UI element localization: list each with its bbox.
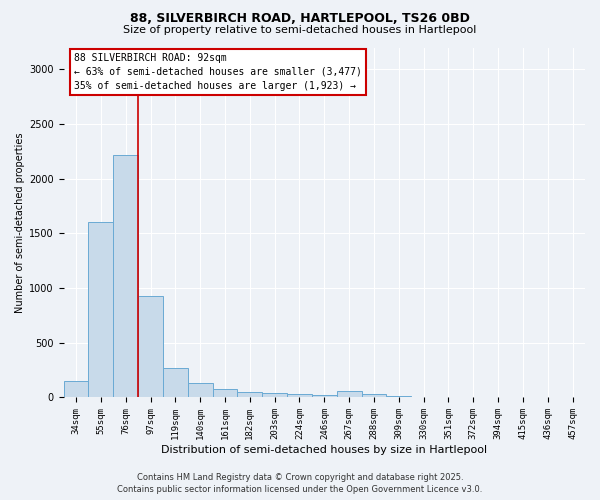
Bar — [88, 222, 113, 398]
Bar — [238, 392, 262, 398]
Bar — [362, 394, 386, 398]
Bar — [113, 154, 138, 398]
Text: 88 SILVERBIRCH ROAD: 92sqm
← 63% of semi-detached houses are smaller (3,477)
35%: 88 SILVERBIRCH ROAD: 92sqm ← 63% of semi… — [74, 52, 362, 90]
Text: 88, SILVERBIRCH ROAD, HARTLEPOOL, TS26 0BD: 88, SILVERBIRCH ROAD, HARTLEPOOL, TS26 0… — [130, 12, 470, 26]
Bar — [64, 380, 88, 398]
Bar — [337, 392, 362, 398]
Text: Contains HM Land Registry data © Crown copyright and database right 2025.
Contai: Contains HM Land Registry data © Crown c… — [118, 472, 482, 494]
Bar — [287, 394, 312, 398]
Text: Size of property relative to semi-detached houses in Hartlepool: Size of property relative to semi-detach… — [124, 25, 476, 35]
Bar — [163, 368, 188, 398]
Bar — [138, 296, 163, 398]
Bar — [188, 382, 212, 398]
Bar — [312, 396, 337, 398]
Bar — [262, 393, 287, 398]
Y-axis label: Number of semi-detached properties: Number of semi-detached properties — [15, 132, 25, 312]
X-axis label: Distribution of semi-detached houses by size in Hartlepool: Distribution of semi-detached houses by … — [161, 445, 487, 455]
Bar — [411, 397, 436, 398]
Bar — [386, 396, 411, 398]
Bar — [212, 388, 238, 398]
